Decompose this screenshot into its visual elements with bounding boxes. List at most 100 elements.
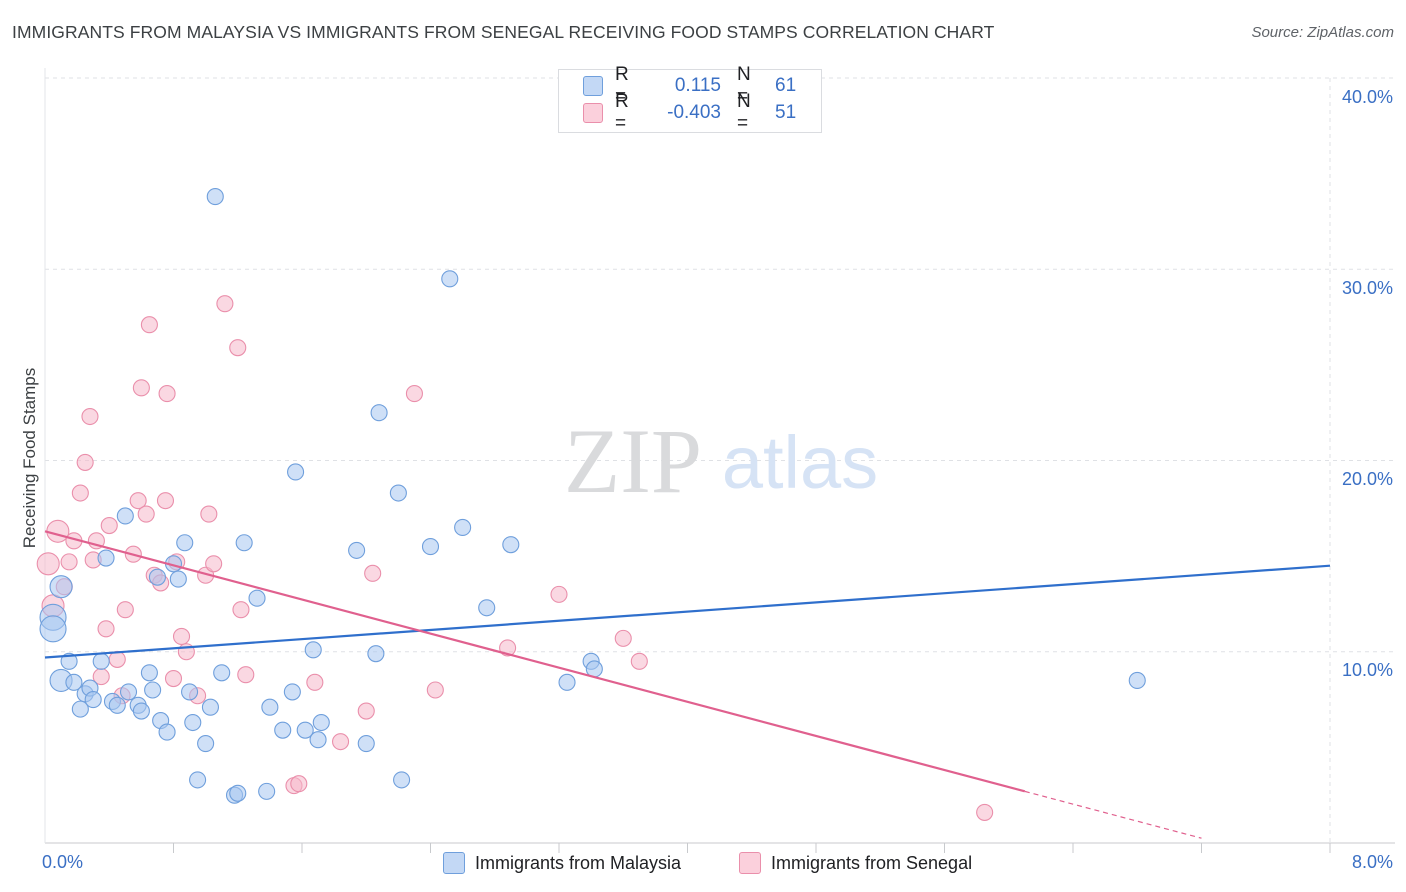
malaysia-point	[116, 507, 134, 525]
malaysia-point	[312, 713, 330, 732]
senegal-point	[426, 681, 444, 699]
senegal-point	[172, 627, 191, 646]
malaysia-point	[39, 615, 67, 643]
malaysia-point	[348, 541, 366, 559]
senegal-point	[116, 601, 134, 619]
senegal-point	[205, 555, 223, 573]
legend-item-malaysia: Immigrants from Malaysia	[443, 852, 681, 874]
senegal-point	[216, 295, 234, 313]
chart-source: Source: ZipAtlas.com	[1251, 24, 1394, 41]
malaysia-point	[502, 536, 520, 554]
legend-n-label: N =	[737, 64, 751, 107]
malaysia-point	[140, 664, 158, 682]
senegal-point	[405, 385, 423, 403]
senegal-point	[614, 629, 632, 647]
malaysia-point	[454, 518, 472, 536]
x-tick-label-min: 0.0%	[42, 852, 84, 872]
legend-swatch-senegal	[583, 103, 603, 123]
malaysia-point	[97, 549, 115, 567]
malaysia-point	[60, 652, 78, 670]
senegal-point	[357, 702, 375, 720]
malaysia-point	[367, 645, 385, 663]
malaysia-point	[283, 683, 301, 701]
malaysia-point	[206, 188, 224, 206]
senegal-point	[76, 453, 94, 471]
senegal-point	[71, 484, 89, 502]
senegal-point	[140, 316, 158, 334]
malaysia-point	[296, 721, 314, 739]
senegal-point	[158, 385, 176, 403]
trend-line-senegal	[44, 530, 1026, 793]
senegal-point	[976, 803, 994, 821]
x-axis	[44, 68, 1395, 853]
legend-swatch-senegal	[739, 852, 761, 874]
malaysia-point	[421, 538, 440, 556]
legend-swatch-malaysia	[583, 76, 603, 96]
legend-n-value-senegal: 51	[775, 102, 797, 123]
legend-r-label: R =	[615, 91, 629, 134]
legend-r-value-malaysia: 0.115	[674, 75, 721, 96]
malaysia-point	[478, 599, 496, 617]
malaysia-point	[119, 683, 138, 701]
y-tick-label-40: 40.0%	[1341, 87, 1393, 107]
senegal-point	[364, 564, 382, 582]
senegal-point	[306, 673, 324, 691]
senegal-point	[81, 407, 99, 426]
senegal-point	[137, 505, 155, 523]
malaysia-point	[65, 673, 83, 691]
trend-line-malaysia	[44, 564, 1331, 659]
malaysia-point	[357, 734, 375, 753]
malaysia-point	[169, 570, 187, 588]
malaysia-point	[287, 463, 305, 481]
malaysia-point	[248, 589, 266, 607]
senegal-point	[630, 652, 648, 670]
senegal-point	[164, 669, 183, 688]
malaysia-point	[389, 484, 407, 502]
legend-label-senegal: Immigrants from Senegal	[771, 852, 973, 873]
malaysia-point	[49, 575, 73, 599]
malaysia-point	[84, 691, 102, 709]
legend-item-senegal: Immigrants from Senegal	[739, 852, 972, 874]
senegal-point	[331, 733, 350, 751]
malaysia-point	[71, 700, 89, 718]
malaysia-point	[213, 664, 231, 682]
malaysia-point	[370, 404, 388, 422]
malaysia-point	[132, 702, 150, 720]
legend-r-label: R =	[615, 64, 629, 107]
gridlines	[45, 77, 1395, 843]
malaysia-point	[184, 713, 202, 732]
senegal-point	[156, 492, 175, 510]
malaysia-point	[144, 681, 162, 699]
x-tick-label-max: 8.0%	[1351, 852, 1393, 872]
senegal-point	[237, 666, 255, 684]
watermark-atlas: atlas	[722, 421, 878, 504]
senegal-point	[36, 552, 60, 576]
malaysia-point	[92, 652, 110, 670]
malaysia-point	[1128, 671, 1146, 689]
legend-n-label: N =	[737, 91, 751, 134]
legend-n-value-malaysia: 61	[775, 75, 797, 96]
correlation-legend: R = 0.115 N = 61 R = -0.403 N = 51	[558, 64, 822, 134]
malaysia-point	[181, 683, 199, 701]
senegal-point	[132, 379, 150, 397]
malaysia-point	[108, 696, 126, 714]
malaysia-point	[274, 721, 292, 739]
malaysia-point	[148, 568, 166, 586]
legend-swatch-malaysia	[443, 852, 465, 874]
senegal-point	[46, 519, 70, 543]
senegal-point	[550, 585, 568, 603]
senegal-point	[100, 516, 118, 535]
senegal-point	[97, 620, 115, 638]
y-tick-label-20: 20.0%	[1341, 469, 1393, 489]
trend-lines	[44, 530, 1331, 839]
malaysia-point	[258, 782, 276, 800]
legend-r-value-senegal: -0.403	[667, 102, 721, 123]
senegal-point	[290, 775, 308, 793]
senegal-points	[36, 295, 994, 821]
malaysia-point	[304, 641, 322, 659]
senegal-point	[200, 505, 218, 523]
watermark-zip: ZIP	[564, 410, 702, 512]
chart-title: IMMIGRANTS FROM MALAYSIA VS IMMIGRANTS F…	[12, 22, 995, 42]
senegal-point	[60, 553, 78, 571]
